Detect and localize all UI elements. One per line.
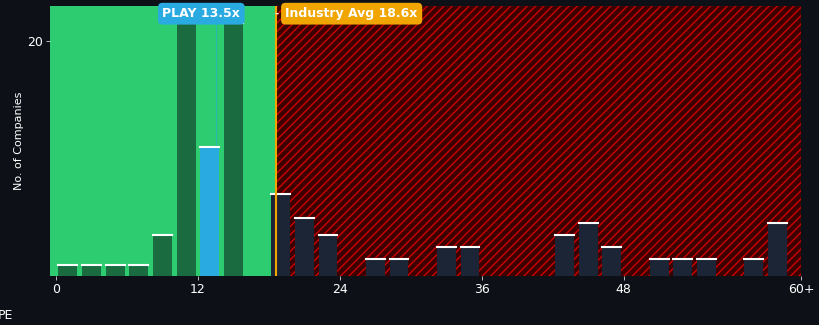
Bar <box>50 6 276 277</box>
Bar <box>153 235 172 277</box>
Bar <box>554 235 573 277</box>
Bar <box>276 6 800 277</box>
Bar <box>318 235 337 277</box>
Bar <box>744 259 762 277</box>
Bar <box>106 265 124 277</box>
Bar <box>649 259 667 277</box>
Y-axis label: No. of Companies: No. of Companies <box>15 92 25 190</box>
Bar <box>365 259 384 277</box>
Bar <box>224 23 242 277</box>
Bar <box>276 6 800 277</box>
Bar <box>767 223 786 277</box>
Bar <box>437 247 455 277</box>
Bar <box>176 23 195 277</box>
Bar <box>672 259 691 277</box>
Bar <box>271 194 290 277</box>
Text: PE: PE <box>0 309 13 322</box>
Bar <box>460 247 479 277</box>
Bar <box>82 265 101 277</box>
Text: PLAY 13.5x: PLAY 13.5x <box>162 7 240 20</box>
Bar <box>58 265 77 277</box>
Bar <box>578 223 597 277</box>
Bar <box>696 259 715 277</box>
Bar <box>295 217 314 277</box>
Bar <box>389 259 408 277</box>
Bar <box>129 265 148 277</box>
Bar <box>200 147 219 277</box>
Bar <box>602 247 621 277</box>
Text: Industry Avg 18.6x: Industry Avg 18.6x <box>276 7 418 20</box>
